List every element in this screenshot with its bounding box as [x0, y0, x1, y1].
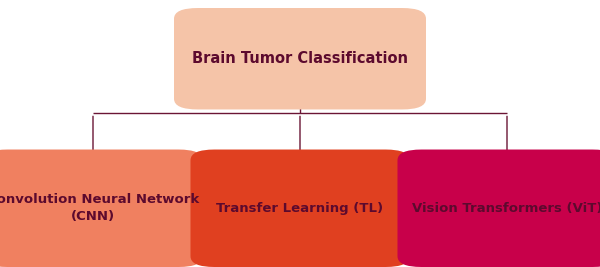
Text: Vision Transformers (ViT): Vision Transformers (ViT) [412, 202, 600, 215]
FancyBboxPatch shape [174, 8, 426, 109]
Text: Transfer Learning (TL): Transfer Learning (TL) [217, 202, 383, 215]
Text: Convolution Neural Network
(CNN): Convolution Neural Network (CNN) [0, 193, 199, 223]
FancyBboxPatch shape [191, 150, 410, 267]
Text: Brain Tumor Classification: Brain Tumor Classification [192, 51, 408, 66]
FancyBboxPatch shape [0, 150, 203, 267]
FancyBboxPatch shape [398, 150, 600, 267]
